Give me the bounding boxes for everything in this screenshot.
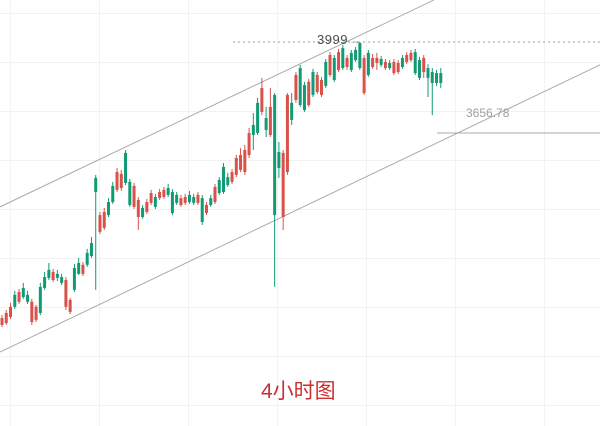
- arrow-right-icon: →: [349, 33, 361, 47]
- timeframe-caption: 4小时图: [261, 380, 336, 403]
- price-level-lines: [233, 41, 600, 134]
- current-price-label: 3656.78: [466, 106, 510, 120]
- peak-price-label: 3999: [317, 32, 348, 47]
- trend-channel-lines: [0, 0, 600, 353]
- candles-layer: [0, 42, 443, 328]
